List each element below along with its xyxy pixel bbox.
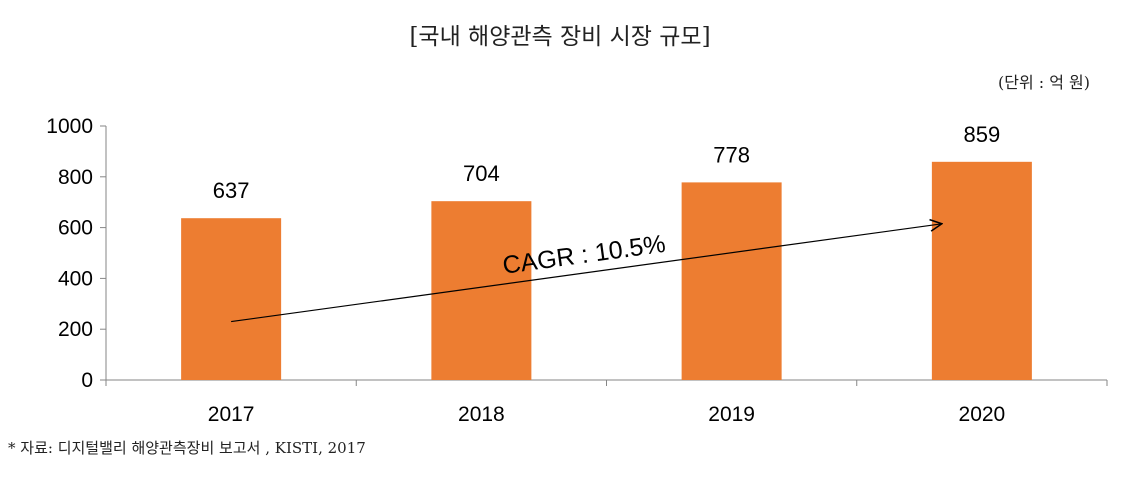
value-labels: 637 704 778 859 [213,122,1000,203]
x-tick-label: 2019 [708,403,755,426]
y-tick-label: 200 [58,318,93,341]
x-axis: 2017 2018 2019 2020 [105,379,1108,426]
bar-2020 [931,161,1032,380]
y-tick-label: 0 [81,369,93,392]
bar-2017 [181,218,282,380]
bars [181,161,1032,380]
bar-2019 [681,182,782,380]
value-label-2019: 778 [713,142,750,167]
value-label-2018: 704 [463,161,500,186]
value-label-2017: 637 [213,178,250,203]
x-tick-label: 2018 [458,403,505,426]
cagr-annotation: CAGR : 10.5% [231,224,942,323]
source-note: * 자료: 디지털밸리 해양관측장비 보고서 , KISTI, 2017 [8,439,366,457]
x-tick-label: 2020 [959,403,1006,426]
chart-title: [국내 해양관측 장비 시장 규모] [409,24,710,50]
y-axis: 0 200 400 600 800 1000 [46,115,107,392]
cagr-arrow [231,224,942,323]
y-tick-label: 400 [58,267,93,290]
value-label-2020: 859 [964,122,1001,147]
y-tick-label: 1000 [46,115,93,138]
x-tick-label: 2017 [208,403,255,426]
y-tick-label: 600 [58,217,93,240]
unit-label: (단위 : 억 원) [998,73,1090,92]
y-tick-label: 800 [58,166,93,189]
bar-2018 [431,201,532,380]
